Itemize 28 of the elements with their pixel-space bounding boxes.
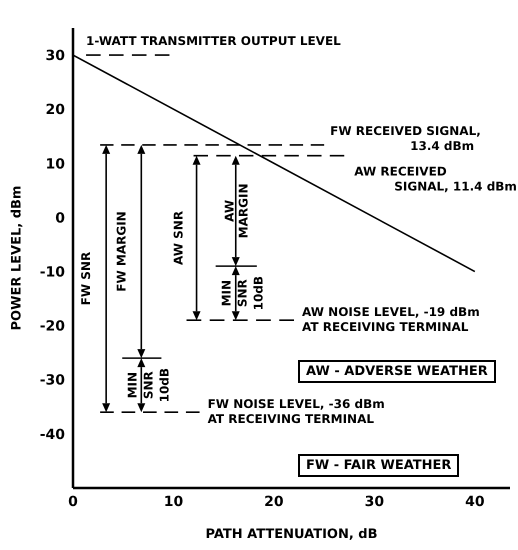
annotation: AW NOISE LEVEL, -19 dBm AT RECEIVING TERMINAL <box>302 305 480 334</box>
y-tick-label: 30 <box>46 48 66 64</box>
annotation: FW NOISE LEVEL, -36 dBm AT RECEIVING TERMINAL <box>208 397 385 426</box>
y-tick-label: 10 <box>46 156 66 172</box>
x-tick-label: 20 <box>264 494 284 510</box>
annotation: AW MARGIN <box>222 184 251 238</box>
annotation: FW RECEIVED SIGNAL, 13.4 dBm <box>330 124 481 153</box>
y-axis-title: POWER LEVEL, dBm <box>10 186 25 330</box>
y-tick-label: 20 <box>46 102 66 118</box>
annotation: AW RECEIVED SIGNAL, 11.4 dBm <box>354 164 517 194</box>
y-tick-label: 0 <box>55 210 66 226</box>
annotation: MIN SNR 10dB <box>125 368 172 402</box>
y-tick-label: -40 <box>40 426 66 443</box>
annotation: 1-WATT TRANSMITTER OUTPUT LEVEL <box>86 34 342 48</box>
annotation: AW - ADVERSE WEATHER <box>298 360 496 383</box>
annotation: MIN SNR 10dB <box>220 276 266 310</box>
x-tick-label: 30 <box>364 494 384 510</box>
annotation: FW MARGIN <box>114 211 128 292</box>
x-tick-label: 0 <box>68 494 78 510</box>
x-tick-label: 40 <box>465 494 485 510</box>
x-tick-label: 10 <box>164 494 184 510</box>
x-axis-title: PATH ATTENUATION, dB <box>205 527 378 542</box>
annotation: FW - FAIR WEATHER <box>298 454 460 477</box>
annotation: AW SNR <box>172 210 186 266</box>
y-tick-label: -30 <box>40 372 66 389</box>
y-tick-label: -20 <box>40 318 66 335</box>
annotation: FW SNR <box>79 252 94 306</box>
y-tick-label: -10 <box>40 264 66 280</box>
